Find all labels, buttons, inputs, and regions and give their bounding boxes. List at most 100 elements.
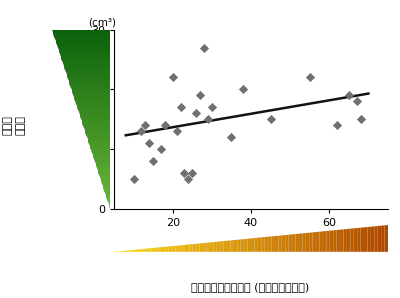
Point: [189, 170, 196, 175]
Polygon shape: [121, 251, 124, 252]
Point: [162, 123, 168, 128]
Polygon shape: [118, 251, 121, 252]
Polygon shape: [100, 179, 110, 182]
Polygon shape: [65, 70, 110, 72]
Polygon shape: [220, 241, 224, 252]
Point: [346, 93, 352, 98]
Polygon shape: [134, 249, 138, 252]
Polygon shape: [64, 68, 110, 70]
Polygon shape: [106, 195, 110, 198]
Polygon shape: [323, 231, 326, 252]
Polygon shape: [79, 113, 110, 115]
Polygon shape: [241, 239, 244, 252]
Polygon shape: [105, 193, 110, 195]
Polygon shape: [88, 139, 110, 142]
Polygon shape: [70, 83, 110, 86]
Polygon shape: [128, 250, 131, 252]
Polygon shape: [56, 43, 110, 45]
Polygon shape: [237, 239, 241, 252]
Polygon shape: [58, 48, 110, 50]
Polygon shape: [330, 230, 333, 252]
Polygon shape: [86, 135, 110, 137]
Polygon shape: [326, 231, 330, 252]
Polygon shape: [320, 231, 323, 252]
Polygon shape: [88, 142, 110, 144]
Polygon shape: [217, 241, 220, 252]
Polygon shape: [53, 32, 110, 34]
Polygon shape: [254, 238, 258, 252]
Point: [146, 141, 152, 145]
Polygon shape: [313, 232, 316, 252]
Point: [197, 93, 203, 98]
Polygon shape: [302, 233, 306, 252]
Polygon shape: [189, 244, 193, 252]
Point: [267, 117, 274, 122]
Polygon shape: [158, 247, 162, 252]
Polygon shape: [57, 45, 110, 48]
Polygon shape: [75, 101, 110, 104]
Polygon shape: [124, 250, 128, 252]
Point: [130, 176, 137, 181]
Polygon shape: [275, 236, 278, 252]
Polygon shape: [99, 175, 110, 177]
Point: [306, 75, 313, 80]
Polygon shape: [333, 230, 337, 252]
Polygon shape: [72, 92, 110, 95]
Polygon shape: [107, 200, 110, 202]
Polygon shape: [83, 126, 110, 128]
Polygon shape: [70, 86, 110, 88]
Polygon shape: [152, 248, 155, 252]
Polygon shape: [98, 170, 110, 173]
Point: [177, 105, 184, 110]
Polygon shape: [66, 72, 110, 74]
Polygon shape: [213, 242, 217, 252]
Polygon shape: [95, 162, 110, 164]
Polygon shape: [81, 119, 110, 122]
Polygon shape: [227, 240, 230, 252]
Polygon shape: [350, 228, 354, 252]
Polygon shape: [77, 106, 110, 108]
Polygon shape: [85, 133, 110, 135]
Polygon shape: [299, 233, 302, 252]
Polygon shape: [58, 50, 110, 52]
Polygon shape: [62, 61, 110, 63]
Polygon shape: [89, 144, 110, 146]
Polygon shape: [63, 63, 110, 66]
Polygon shape: [371, 226, 374, 252]
Point: [201, 45, 207, 50]
Polygon shape: [206, 243, 210, 252]
Polygon shape: [131, 250, 134, 252]
Polygon shape: [361, 227, 364, 252]
Polygon shape: [172, 246, 176, 252]
Polygon shape: [77, 108, 110, 110]
Polygon shape: [200, 243, 203, 252]
Point: [209, 105, 215, 110]
Polygon shape: [210, 242, 213, 252]
Polygon shape: [71, 88, 110, 90]
Polygon shape: [104, 189, 110, 191]
Polygon shape: [76, 104, 110, 106]
Point: [174, 129, 180, 134]
Polygon shape: [66, 74, 110, 77]
Point: [334, 123, 340, 128]
Polygon shape: [193, 244, 196, 252]
Polygon shape: [94, 159, 110, 162]
Text: 精神病症状の重症度 (評価尺度の点数): 精神病症状の重症度 (評価尺度の点数): [191, 282, 309, 292]
Polygon shape: [344, 229, 347, 252]
Polygon shape: [357, 228, 361, 252]
Point: [358, 117, 364, 122]
Polygon shape: [261, 237, 265, 252]
Polygon shape: [73, 95, 110, 97]
Polygon shape: [93, 155, 110, 157]
Polygon shape: [309, 232, 313, 252]
Polygon shape: [381, 225, 384, 252]
Polygon shape: [61, 57, 110, 59]
Polygon shape: [90, 148, 110, 150]
Point: [150, 159, 156, 163]
Polygon shape: [62, 59, 110, 61]
Polygon shape: [108, 202, 110, 204]
Polygon shape: [67, 77, 110, 79]
Polygon shape: [80, 117, 110, 119]
Polygon shape: [337, 230, 340, 252]
Polygon shape: [52, 30, 110, 32]
